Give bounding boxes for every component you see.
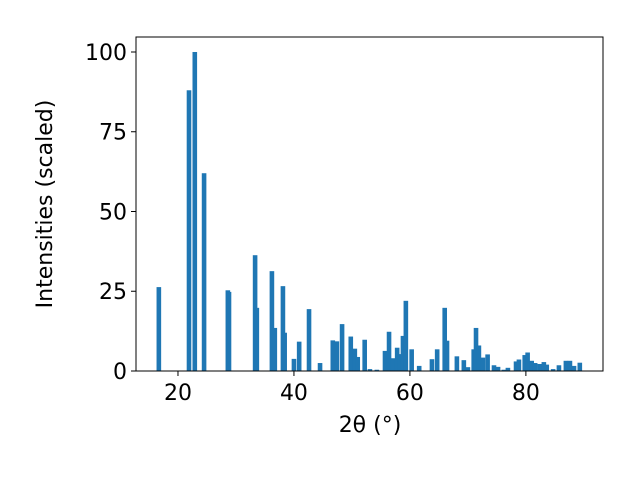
bar <box>400 335 406 371</box>
bar <box>505 367 511 371</box>
bar <box>394 347 400 371</box>
bar <box>156 287 162 371</box>
bar <box>348 336 354 371</box>
bar <box>317 363 323 371</box>
bar <box>532 363 538 371</box>
bar <box>537 363 543 371</box>
plot-frame <box>135 36 604 372</box>
bar <box>513 361 519 371</box>
bar <box>495 366 501 371</box>
y-tick-label: 0 <box>113 360 127 385</box>
bar <box>374 369 380 371</box>
bar <box>254 307 260 371</box>
bar <box>386 331 392 371</box>
bar <box>306 309 312 371</box>
y-tick-label: 50 <box>99 200 127 225</box>
bar <box>461 360 467 371</box>
bar <box>186 90 192 372</box>
bar <box>352 348 358 371</box>
bar <box>334 341 340 371</box>
bar <box>269 271 275 371</box>
x-tick-label: 40 <box>280 381 308 406</box>
bar <box>201 173 207 371</box>
bar <box>330 340 336 371</box>
bar <box>409 349 414 371</box>
y-tick-label: 100 <box>85 41 127 66</box>
bar <box>471 349 476 371</box>
bar <box>291 358 297 371</box>
bar <box>525 352 530 371</box>
bar <box>444 340 450 371</box>
bar <box>403 300 409 371</box>
bar <box>550 369 556 371</box>
bar <box>382 350 388 371</box>
bar <box>544 364 550 371</box>
bar <box>485 354 490 371</box>
bar <box>282 332 287 371</box>
bar <box>390 358 396 371</box>
bar <box>473 327 479 371</box>
bar <box>192 51 198 371</box>
bar <box>571 365 577 371</box>
bar <box>556 365 562 371</box>
y-tick-label: 75 <box>99 121 127 146</box>
bar <box>397 354 403 371</box>
bar <box>516 359 522 371</box>
bar <box>429 359 435 371</box>
bar <box>563 360 569 371</box>
bar <box>480 357 486 371</box>
bar <box>529 360 534 371</box>
bar <box>226 291 232 371</box>
bar <box>491 365 497 371</box>
bar <box>522 355 528 371</box>
y-tick-label: 25 <box>99 280 127 305</box>
bar <box>567 360 573 371</box>
bar <box>454 356 460 371</box>
bar <box>465 367 471 371</box>
bar <box>355 356 361 371</box>
x-tick-label: 60 <box>396 381 424 406</box>
bar <box>367 369 373 371</box>
bar <box>280 286 286 371</box>
bar <box>362 339 367 371</box>
bar <box>476 345 482 371</box>
bar <box>501 369 507 371</box>
bar <box>434 349 440 371</box>
x-tick-label: 80 <box>512 381 540 406</box>
bar <box>416 365 422 371</box>
bar <box>541 362 547 371</box>
y-axis-label: Intensities (scaled) <box>33 100 58 309</box>
bar <box>577 362 583 371</box>
bar <box>339 324 345 371</box>
bar <box>272 327 278 371</box>
x-axis-label: 2θ (°) <box>339 413 402 438</box>
bar <box>296 341 302 371</box>
bar <box>442 307 448 371</box>
x-tick-label: 20 <box>164 381 192 406</box>
